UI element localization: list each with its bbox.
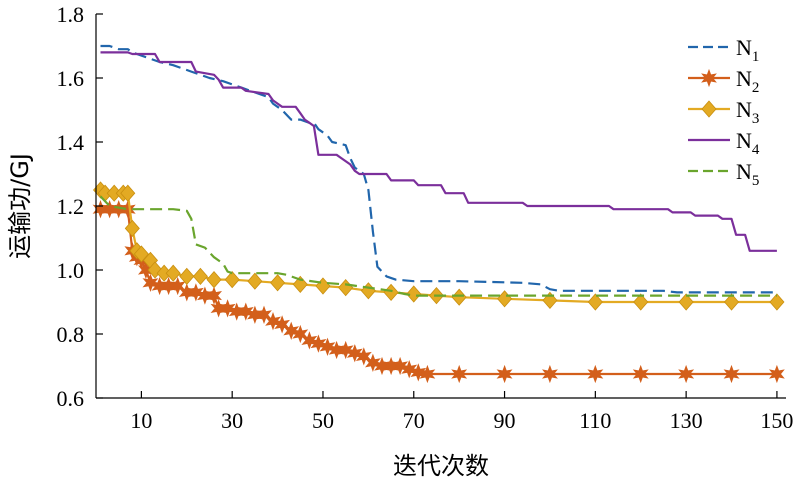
x-tick-label: 30 [221, 408, 243, 433]
x-tick-label: 130 [670, 408, 703, 433]
series-point [328, 340, 345, 360]
series-point [120, 184, 136, 202]
series-point [178, 283, 195, 302]
legend-label: N4 [736, 128, 760, 158]
x-tick-label: 150 [760, 408, 793, 433]
series-point [292, 275, 308, 294]
series-point [110, 200, 127, 219]
series-point [283, 321, 300, 340]
series-point [270, 274, 286, 292]
series-point [301, 331, 318, 350]
series-point [410, 363, 427, 382]
series-layer [92, 44, 785, 384]
series-point [542, 364, 558, 384]
y-tick-label: 0.8 [57, 322, 85, 347]
series-point [769, 293, 785, 311]
legend-item-n5: N5 [688, 159, 759, 189]
series-point [678, 364, 695, 384]
legend-item-n3: N3 [688, 97, 759, 127]
series-point [224, 270, 240, 289]
series-point [406, 285, 422, 303]
series-point [206, 286, 223, 305]
series-point [219, 299, 236, 318]
series-point [165, 264, 181, 282]
y-axis-title: 运输功/GJ [6, 153, 34, 259]
series-point [247, 272, 263, 290]
series-point [237, 302, 254, 321]
legend-label: N5 [736, 159, 759, 189]
series-point [160, 276, 177, 296]
series-point [355, 347, 372, 366]
series-point [228, 302, 245, 321]
series-point [587, 364, 604, 384]
y-tick-label: 0.6 [57, 386, 85, 411]
series-n4 [100, 51, 777, 252]
series-point [451, 364, 468, 384]
series-point [769, 364, 785, 384]
legend-label: N2 [736, 66, 759, 96]
legend-item-n4: N4 [688, 128, 760, 158]
y-tick-label: 1.6 [57, 66, 85, 91]
x-tick-label: 50 [312, 408, 334, 433]
series-line-n4 [100, 51, 777, 252]
x-tick-label: 10 [130, 408, 152, 433]
series-point [723, 364, 740, 384]
series-point [392, 356, 409, 376]
legend-item-n2: N2 [688, 66, 759, 96]
series-point [374, 356, 390, 376]
series-point [632, 364, 649, 384]
x-tick-label: 70 [403, 408, 425, 433]
series-point [587, 293, 603, 311]
series-point [310, 334, 327, 353]
series-point [633, 293, 649, 311]
y-tick-label: 1.2 [57, 194, 85, 219]
series-point [292, 324, 309, 344]
legend-label: N1 [736, 35, 759, 65]
series-point [179, 267, 195, 286]
legend-marker [701, 100, 717, 118]
series-point [247, 305, 263, 324]
series-line-n5 [99, 195, 777, 297]
series-n5 [99, 195, 777, 297]
series-point [365, 353, 381, 372]
series-point [419, 364, 436, 384]
series-point [151, 276, 168, 296]
series-point [255, 305, 272, 324]
y-tick-label: 1.4 [57, 130, 85, 155]
series-point [401, 360, 418, 379]
series-point [496, 364, 513, 384]
series-point [206, 270, 222, 289]
series-point [346, 344, 363, 363]
series-point [142, 273, 159, 292]
series-point [723, 293, 740, 311]
y-tick-label: 1.0 [57, 258, 85, 283]
series-point [319, 337, 336, 356]
x-axis-title: 迭代次数 [393, 452, 489, 480]
series-point [197, 286, 213, 305]
series-point [383, 356, 399, 376]
series-point [274, 315, 290, 334]
series-point [119, 200, 136, 219]
y-tick-label: 1.8 [57, 2, 85, 27]
legend-marker [701, 68, 717, 88]
series-point [265, 312, 282, 331]
series-n2 [92, 200, 785, 384]
series-point [192, 267, 208, 286]
series-point [678, 293, 694, 311]
series-point [210, 299, 227, 318]
series-point [101, 200, 118, 219]
legend-item-n1: N1 [688, 35, 759, 65]
series-point [124, 219, 140, 238]
x-tick-label: 110 [579, 408, 611, 433]
series-point [337, 340, 354, 360]
legend-label: N3 [736, 97, 759, 127]
series-point [187, 283, 204, 302]
axes-layer: 10 30 50 70 90 110 130 150 0.6 0.8 1.0 1.2 1.4 1.6 1.8 [57, 2, 794, 433]
series-point [133, 245, 149, 263]
x-tick-label: 90 [494, 408, 516, 433]
